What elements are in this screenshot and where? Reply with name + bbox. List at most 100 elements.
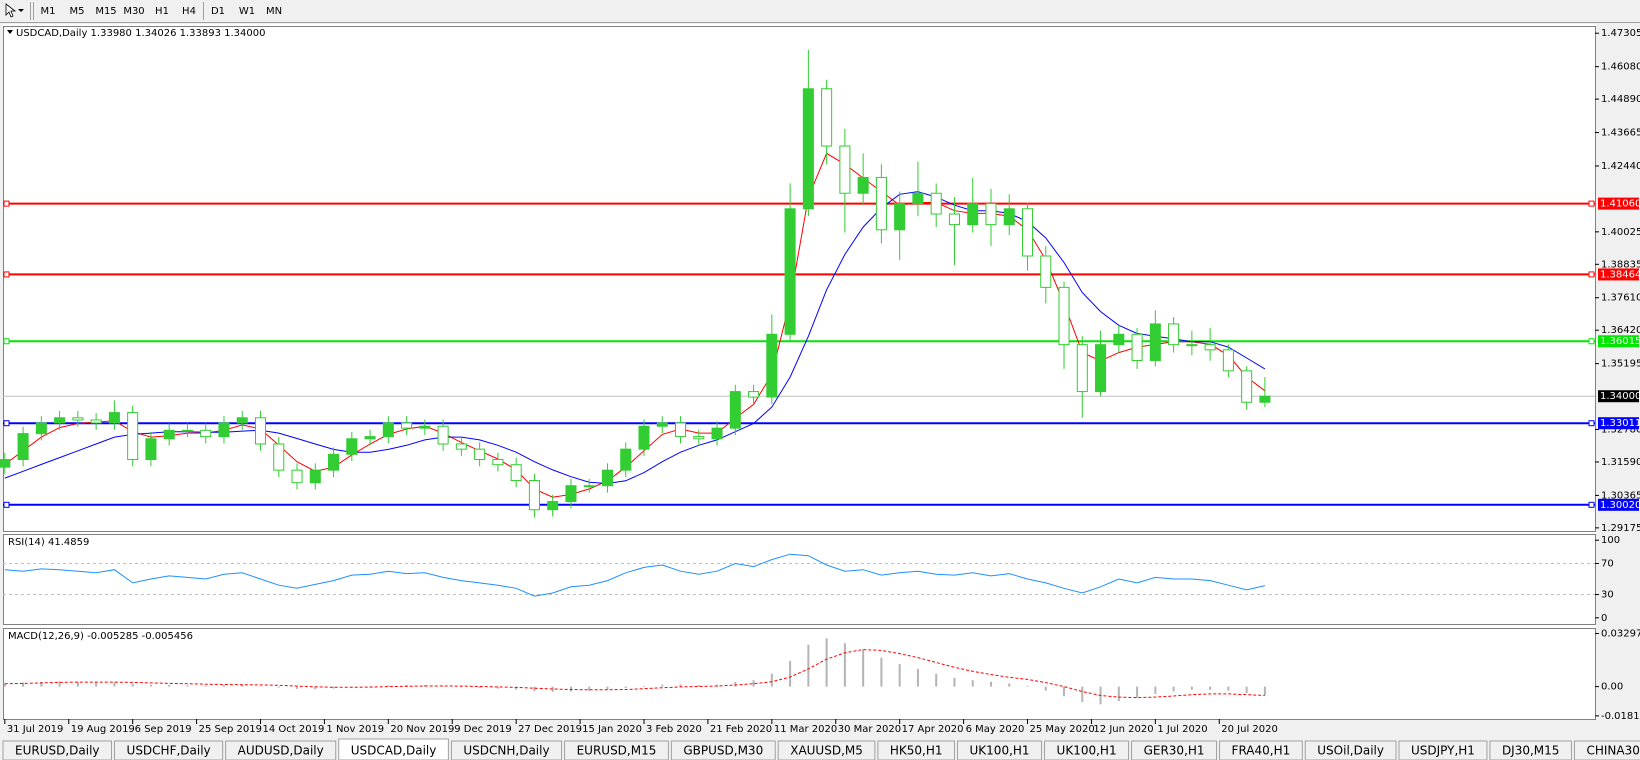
- candle-body: [17, 433, 29, 461]
- candle-body: [510, 464, 522, 482]
- y-tick-label: 1.47305: [1601, 28, 1640, 39]
- tab-label[interactable]: USDCAD,Daily: [351, 744, 437, 758]
- y-tick-label: 1.40025: [1601, 227, 1640, 238]
- timeframe-button[interactable]: M5: [70, 6, 85, 17]
- tab-label[interactable]: USDCHF,Daily: [127, 744, 211, 758]
- tab[interactable]: [338, 738, 449, 760]
- tab-label[interactable]: CHINA300,H4: [1586, 744, 1640, 758]
- candle-body: [748, 391, 760, 398]
- level-handle[interactable]: [1588, 271, 1595, 278]
- tab[interactable]: [1489, 740, 1572, 760]
- y-tick-label: 1.43665: [1601, 128, 1640, 139]
- level-handle[interactable]: [1588, 338, 1595, 345]
- price-label-box: [1598, 417, 1639, 430]
- tab-label[interactable]: USOil,Daily: [1317, 744, 1384, 758]
- dropdown-arrow[interactable]: [18, 9, 24, 12]
- candle-body: [419, 425, 431, 429]
- tab-label[interactable]: USDJPY,H1: [1411, 744, 1475, 758]
- tab-label[interactable]: EURUSD,Daily: [15, 744, 100, 758]
- histogram-bar: [332, 686, 335, 689]
- tab[interactable]: [957, 740, 1043, 760]
- candle-body: [291, 469, 303, 484]
- tab[interactable]: [670, 740, 776, 760]
- level-handle[interactable]: [1588, 420, 1595, 427]
- timeframe-button[interactable]: D1: [211, 6, 225, 17]
- tab-label[interactable]: DJ30,M15: [1502, 744, 1560, 758]
- histogram-bar: [606, 686, 609, 690]
- timeframe-button[interactable]: M1: [41, 6, 56, 17]
- level-handle[interactable]: [3, 200, 10, 207]
- histogram-bar: [898, 664, 901, 687]
- tab-label[interactable]: GBPUSD,M30: [683, 744, 763, 758]
- candle-body: [656, 422, 668, 427]
- cursor-icon[interactable]: [5, 3, 17, 18]
- timeframe-button[interactable]: M15: [95, 6, 116, 17]
- histogram-bar: [1209, 686, 1212, 690]
- timeframe-button[interactable]: H4: [182, 6, 196, 17]
- tab[interactable]: [777, 740, 876, 760]
- tab[interactable]: [877, 740, 956, 760]
- tab-label[interactable]: HK50,H1: [890, 744, 943, 758]
- tab-label[interactable]: UK100,H1: [970, 744, 1030, 758]
- tab-label[interactable]: XAUUSD,M5: [790, 744, 863, 758]
- tab-label[interactable]: GER30,H1: [1144, 744, 1205, 758]
- histogram-bar: [241, 685, 244, 687]
- candle-body: [108, 412, 120, 424]
- timeframe-button[interactable]: W1: [239, 6, 255, 17]
- candle-body: [1058, 286, 1070, 346]
- tab[interactable]: [1304, 740, 1397, 760]
- tab[interactable]: [450, 740, 563, 760]
- x-tick-label: 9 Dec 2019: [454, 724, 512, 735]
- histogram-bar: [204, 685, 207, 687]
- histogram-bar: [661, 684, 664, 687]
- tab-label[interactable]: FRA40,H1: [1232, 744, 1291, 758]
- tab[interactable]: [2, 740, 113, 760]
- price-label: 1.41060: [1600, 199, 1640, 210]
- level-handle[interactable]: [3, 501, 10, 508]
- histogram-bar: [971, 680, 974, 687]
- tab[interactable]: [1044, 740, 1130, 760]
- level-handle[interactable]: [1588, 200, 1595, 207]
- level-handle[interactable]: [3, 271, 10, 278]
- histogram-bar: [1245, 686, 1248, 694]
- tab[interactable]: [1131, 740, 1218, 760]
- histogram-bar: [369, 686, 372, 687]
- level-handle[interactable]: [3, 420, 10, 427]
- histogram-bar: [314, 686, 317, 690]
- tab-label[interactable]: UK100,H1: [1057, 744, 1117, 758]
- histogram-bar: [734, 681, 737, 687]
- histogram-bar: [95, 682, 98, 687]
- price-label: 1.36015: [1600, 336, 1640, 347]
- candle-body: [766, 333, 778, 398]
- y-tick-label: 1.37610: [1601, 293, 1640, 304]
- candle-body: [0, 459, 11, 468]
- level-handle[interactable]: [1588, 501, 1595, 508]
- tab-label[interactable]: USDCNH,Daily: [463, 744, 549, 758]
- histogram-bar: [76, 681, 79, 687]
- histogram-bar: [1026, 685, 1029, 687]
- tab[interactable]: [564, 740, 669, 760]
- histogram-bar: [953, 677, 956, 687]
- candle-body: [1095, 344, 1107, 393]
- histogram-bar: [679, 684, 682, 687]
- tab[interactable]: [1573, 740, 1640, 760]
- candle-body: [857, 176, 869, 194]
- timeframe-button[interactable]: MN: [266, 6, 282, 17]
- candle-body: [218, 422, 230, 438]
- candle-body: [1076, 344, 1088, 393]
- tab[interactable]: [114, 740, 224, 760]
- x-tick-label: 20 Jul 2020: [1221, 724, 1278, 735]
- histogram-bar: [880, 657, 883, 687]
- tab-label[interactable]: AUDUSD,Daily: [238, 744, 324, 758]
- timeframe-button[interactable]: H1: [155, 6, 169, 17]
- tab-label[interactable]: EURUSD,M15: [577, 744, 657, 758]
- tab[interactable]: [1398, 740, 1488, 760]
- histogram-bar: [1044, 686, 1047, 691]
- collapse-arrow[interactable]: [7, 30, 13, 34]
- candle-body: [729, 391, 741, 429]
- timeframe-button[interactable]: M30: [123, 6, 144, 17]
- tab[interactable]: [1219, 740, 1303, 760]
- histogram-bar: [1172, 686, 1175, 692]
- tab[interactable]: [225, 740, 337, 760]
- level-handle[interactable]: [3, 338, 10, 345]
